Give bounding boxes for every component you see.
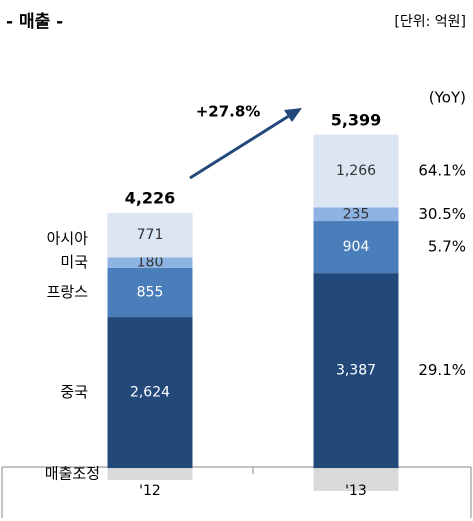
bar-segment	[313, 221, 399, 274]
total-label: 4,226	[125, 188, 176, 207]
bar-segment	[313, 134, 399, 208]
bar-segment	[107, 468, 193, 480]
unit-label: [단위: 억원]	[394, 14, 466, 30]
growth-arrowhead	[284, 108, 302, 122]
bar-segment	[107, 257, 193, 268]
growth-arrow	[189, 112, 293, 180]
bar-segment	[107, 317, 193, 469]
growth-label: +27.8%	[196, 103, 261, 121]
yoy-title: (YoY)	[429, 89, 466, 107]
data-label: 235	[343, 206, 370, 222]
x-tick-label: '13	[345, 483, 367, 499]
legend-label: 매출조정	[45, 465, 100, 483]
legend-label: 미국	[60, 253, 88, 271]
data-label: 2,624	[130, 385, 170, 401]
yoy-label: 30.5%	[418, 205, 466, 223]
x-tick-label: '12	[139, 483, 161, 499]
bar-segment	[107, 213, 193, 258]
legend-label: 프랑스	[47, 283, 89, 301]
total-label: 5,399	[331, 111, 382, 130]
bar-segment	[107, 267, 193, 318]
data-label: 904	[343, 239, 370, 255]
yoy-label: 64.1%	[418, 162, 466, 180]
bar-segment	[313, 273, 399, 469]
data-label: 3,387	[336, 363, 376, 379]
chart-title: - 매출 -	[6, 12, 63, 32]
data-label: 1,266	[336, 163, 376, 179]
legend-label: 중국	[60, 383, 88, 401]
bar-segment	[313, 207, 399, 222]
bar-segment	[313, 468, 399, 491]
legend-label: 아시아	[47, 230, 89, 248]
yoy-label: 29.1%	[418, 361, 466, 379]
data-label: 855	[137, 284, 164, 300]
data-label: 771	[137, 227, 164, 243]
yoy-label: 5.7%	[428, 238, 466, 256]
data-label: 180	[137, 255, 164, 271]
